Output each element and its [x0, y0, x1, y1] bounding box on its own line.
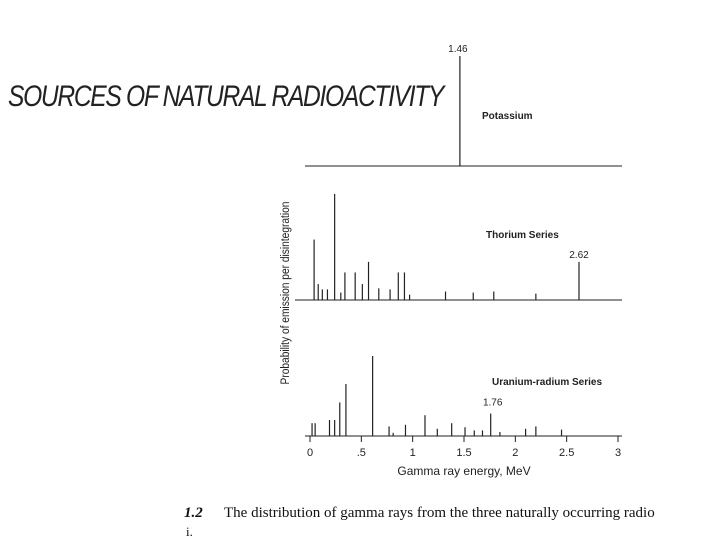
x-tick-label: 2	[512, 447, 518, 459]
x-tick-label: 2.5	[559, 447, 574, 459]
peak-label: 2.62	[569, 250, 589, 261]
panel-name: Thorium Series	[486, 230, 559, 241]
panel-name: Potassium	[482, 111, 533, 122]
y-axis-label: Probability of emission per disintegrati…	[279, 202, 292, 385]
figure-number: 1.2	[184, 505, 203, 521]
peak-label: 1.76	[483, 398, 503, 409]
x-tick-label: 1	[410, 447, 416, 459]
x-tick-label: 0	[307, 447, 313, 459]
x-tick-label: 1.5	[456, 447, 471, 459]
chart-panels: Potassium 1.46 Thorium Series 2.62 Uranium-r…	[295, 44, 622, 437]
slide-title: SOURCES OF NATURAL RADIOACTIVITY	[8, 80, 444, 113]
x-axis: 0 .5 1 1.5 2 2.5 3	[307, 436, 621, 459]
spectrum-panel: Uranium-radium Series 1.76	[305, 356, 622, 437]
spectrum-panel: Thorium Series 2.62	[295, 194, 622, 301]
x-tick-label: 3	[615, 447, 621, 459]
x-axis-label: Gamma ray energy, MeV	[397, 464, 530, 478]
peak-label: 1.46	[448, 44, 468, 55]
x-tick-label: .5	[357, 447, 366, 459]
spectrum-panel: Potassium 1.46	[305, 44, 622, 167]
panel-name: Uranium-radium Series	[492, 377, 602, 388]
figure-caption-continued: i.	[186, 524, 193, 539]
figure-caption: The distribution of gamma rays from the …	[224, 505, 655, 521]
